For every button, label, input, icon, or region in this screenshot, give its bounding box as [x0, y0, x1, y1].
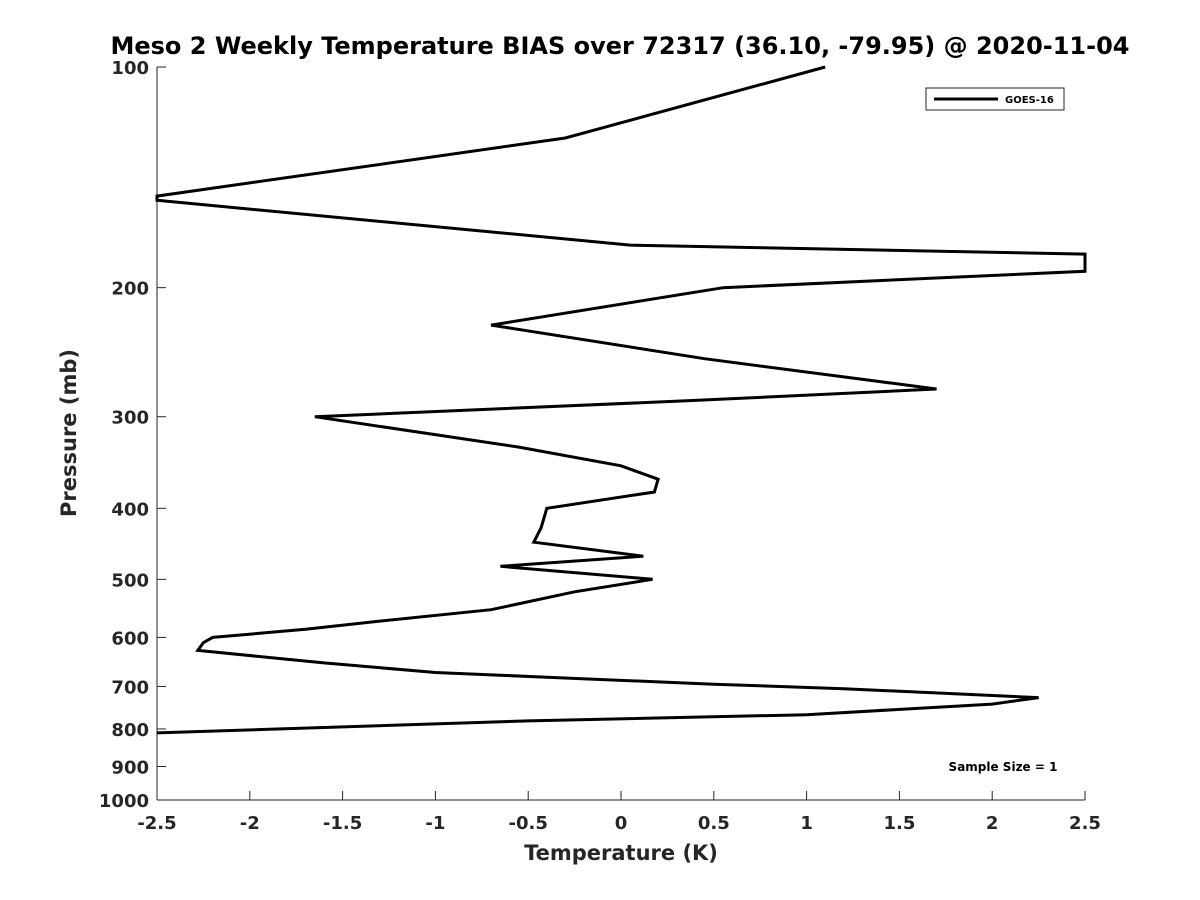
x-tick-label: -1.5 [323, 813, 362, 834]
y-tick-label: 800 [111, 720, 149, 741]
y-tick-label: 1000 [99, 791, 149, 812]
x-tick-label: 2.5 [1069, 813, 1101, 834]
y-ticks: 100 200 300 400 500 600 700 800 900 1000 [99, 58, 166, 812]
x-tick-label: -2 [240, 813, 260, 834]
series-line-goes-16 [155, 65, 1087, 735]
x-axis-label: Temperature (K) [524, 841, 718, 865]
y-axis-label: Pressure (mb) [57, 349, 81, 517]
sample-size-annotation: Sample Size = 1 [949, 760, 1058, 774]
series-layer [155, 65, 1087, 735]
axes-frame [157, 67, 1085, 800]
x-tick-label: 1.5 [883, 813, 915, 834]
x-ticks: -2.5 -2 -1.5 -1 -0.5 0 0.5 1 1.5 2 2.5 [137, 791, 1101, 834]
y-tick-label: 500 [111, 570, 149, 591]
chart-title: Meso 2 Weekly Temperature BIAS over 7231… [110, 32, 1129, 60]
y-tick-label: 200 [111, 279, 149, 300]
x-tick-label: 0 [615, 813, 628, 834]
y-tick-label: 400 [111, 499, 149, 520]
x-tick-label: -2.5 [137, 813, 176, 834]
x-tick-label: 2 [986, 813, 999, 834]
x-tick-label: -0.5 [509, 813, 548, 834]
plot-area: -2.5 -2 -1.5 -1 -0.5 0 0.5 1 1.5 2 2.5 100 200 300 40… [99, 58, 1101, 834]
y-tick-label: 900 [111, 757, 149, 778]
y-tick-label: 600 [111, 628, 149, 649]
x-tick-label: 0.5 [698, 813, 730, 834]
y-tick-label: 700 [111, 677, 149, 698]
y-tick-label: 300 [111, 408, 149, 429]
x-tick-label: 1 [800, 813, 813, 834]
legend: GOES-16 [925, 87, 1065, 111]
y-tick-label: 100 [111, 58, 149, 79]
legend-label-goes-16: GOES-16 [1005, 95, 1054, 106]
x-tick-label: -1 [425, 813, 445, 834]
